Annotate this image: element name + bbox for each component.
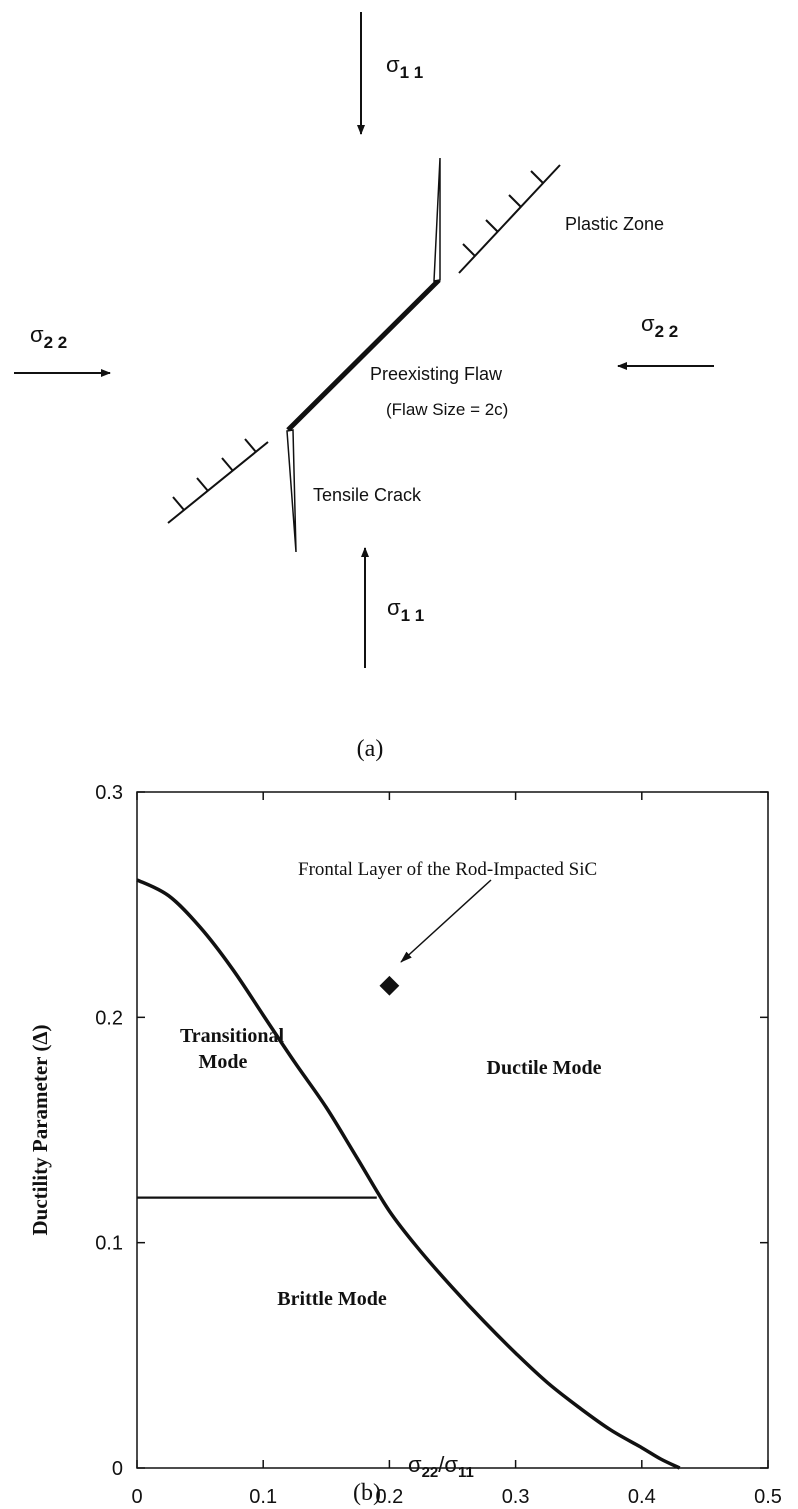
y-tick-label: 0.3: [95, 782, 123, 804]
x-tick-label: 0: [131, 1486, 142, 1508]
ductile-mode-label: Ductile Mode: [487, 1057, 602, 1079]
tick-labels: 0 0.1 0.2 0.3 0.4 0.5 0 0.1 0.2 0.3: [95, 782, 782, 1508]
x-tick-label: 0.1: [249, 1486, 277, 1508]
upper-tensile-crack: [433, 157, 441, 282]
x-tick-label: 0.4: [628, 1486, 656, 1508]
annotation-arrow: [400, 879, 492, 963]
sigma11-bottom-label: σ1 1: [387, 595, 424, 625]
sigma22-left-label: σ2 2: [30, 322, 67, 352]
x-tick-label: 0.5: [754, 1486, 782, 1508]
upper-plastic-zone: [458, 164, 561, 274]
brittle-mode-label: Brittle Mode: [277, 1288, 387, 1310]
sigma22-right-label: σ2 2: [641, 311, 678, 341]
diagram-caption: (a): [357, 736, 384, 762]
tensile-crack-label: Tensile Crack: [313, 485, 422, 505]
ductility-chart: 0 0.1 0.2 0.3 0.4 0.5 0 0.1 0.2 0.3 Frontal Layer…: [28, 782, 782, 1508]
x-axis-label: σ22/σ11: [408, 1452, 474, 1481]
y-tick-label: 0: [112, 1458, 123, 1480]
ductile-boundary-curve: [136, 878, 681, 1470]
flaw-diagram: σ1 1 σ1 1 σ2 2 σ2 2: [14, 12, 714, 762]
transitional-mode-label-line2: Mode: [199, 1051, 248, 1073]
frontal-layer-point: [379, 975, 400, 996]
preexisting-flaw-label: Preexisting Flaw: [370, 364, 503, 384]
frontal-layer-annotation: Frontal Layer of the Rod-Impacted SiC: [298, 859, 597, 880]
y-axis-label: Ductility Parameter (Δ): [28, 1024, 52, 1235]
transitional-mode-label-line1: Transitional: [180, 1025, 285, 1047]
preexisting-flaw-line: [286, 278, 441, 432]
plot-frame: [136, 791, 769, 1469]
sigma11-top-label: σ1 1: [386, 52, 423, 82]
axis-ticks: [136, 791, 769, 1469]
flaw-size-label: (Flaw Size = 2c): [386, 400, 508, 419]
plastic-zone-label: Plastic Zone: [565, 214, 664, 234]
y-tick-label: 0.1: [95, 1233, 123, 1255]
chart-caption: (b): [353, 1480, 381, 1506]
y-tick-label: 0.2: [95, 1007, 123, 1029]
x-tick-label: 0.2: [375, 1486, 403, 1508]
x-tick-label: 0.3: [502, 1486, 530, 1508]
lower-plastic-zone: [167, 438, 269, 524]
lower-tensile-crack: [286, 429, 297, 553]
